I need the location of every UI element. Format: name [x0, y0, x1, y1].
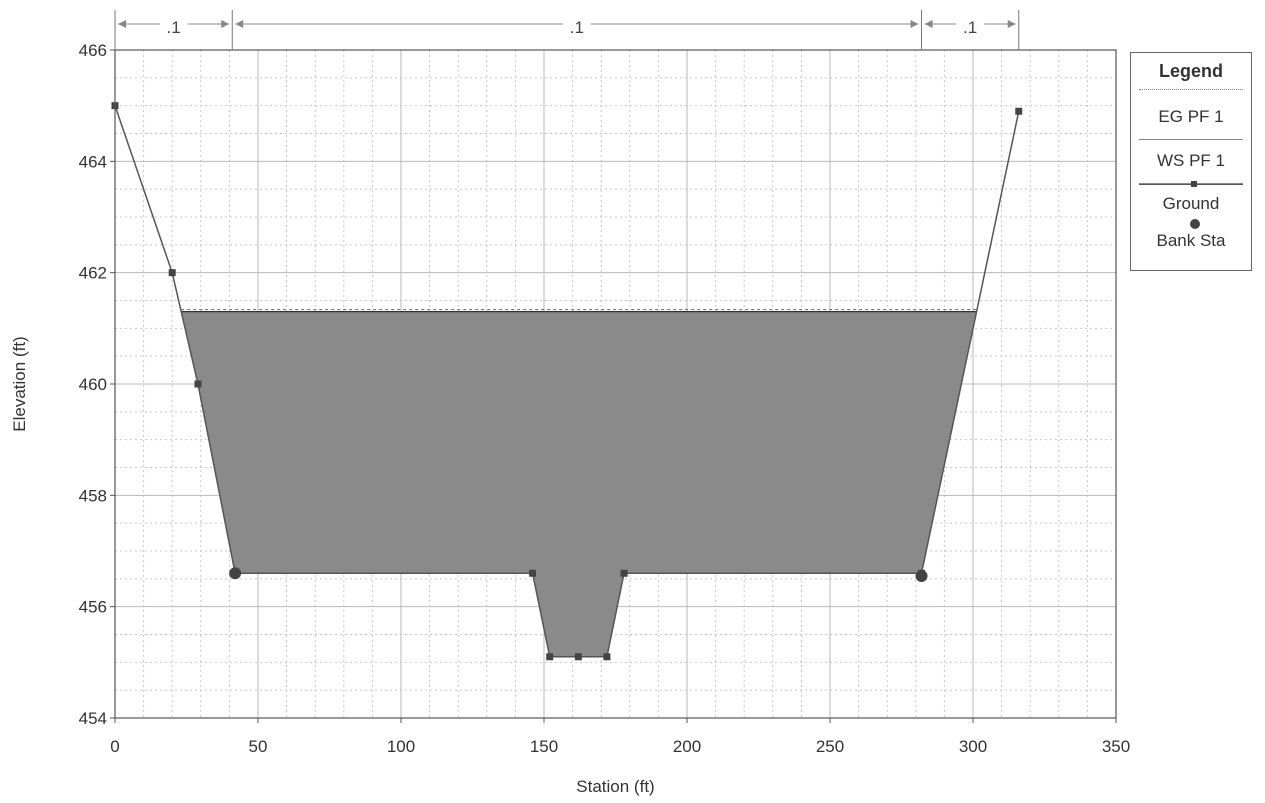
ground-point	[1015, 107, 1023, 115]
legend-item-bank: Bank Sta	[1156, 231, 1226, 250]
n-arrow-right	[1007, 20, 1016, 28]
legend: Legend EG PF 1 WS PF 1 Ground Bank Sta	[1130, 52, 1252, 271]
y-tick-label: 454	[79, 709, 107, 728]
x-tick-label: 100	[387, 737, 415, 756]
x-tick-label: 50	[249, 737, 268, 756]
y-tick-label: 460	[79, 375, 107, 394]
ground-point	[603, 653, 611, 661]
n-arrow-left	[118, 20, 126, 28]
y-axis-title: Elevation (ft)	[10, 336, 29, 431]
n-arrow-left	[235, 20, 244, 28]
n-arrow-left	[924, 20, 933, 28]
ground-series	[111, 102, 1023, 661]
legend-divider	[1139, 89, 1243, 90]
legend-ground-marker	[1191, 181, 1197, 187]
ground-point	[194, 380, 202, 388]
y-tick-label: 464	[79, 152, 107, 171]
legend-eg-line	[1139, 139, 1243, 140]
legend-title: Legend	[1158, 61, 1223, 81]
x-tick-label: 150	[530, 737, 558, 756]
ground-point	[529, 569, 537, 577]
ground-point	[620, 569, 628, 577]
manning-n-bar: .1 .1 .1	[114, 10, 1020, 50]
legend-item-eg: EG PF 1	[1158, 107, 1224, 126]
water-fill	[181, 311, 977, 657]
ground-point	[546, 653, 554, 661]
ground-point	[574, 653, 582, 661]
y-tick-label: 456	[79, 598, 107, 617]
x-tick-label: 200	[673, 737, 701, 756]
n-arrow-right	[221, 20, 230, 28]
n-value-label: .1	[963, 18, 977, 37]
n-value-label: .1	[570, 18, 584, 37]
y-tick-label: 466	[79, 41, 107, 60]
legend-bank-marker	[1190, 219, 1200, 229]
bank-station-point	[229, 567, 242, 580]
n-arrow-right	[910, 20, 919, 28]
legend-item-ws: WS PF 1	[1156, 151, 1225, 170]
bank-station-point	[915, 570, 928, 583]
n-value-label: .1	[167, 18, 181, 37]
y-tick-label: 462	[79, 264, 107, 283]
water-area	[181, 309, 977, 657]
y-tick-label: 458	[79, 486, 107, 505]
x-tick-label: 350	[1102, 737, 1130, 756]
ground-point	[168, 269, 176, 277]
legend-item-ground: Ground	[1162, 194, 1220, 213]
x-tick-label: 300	[959, 737, 987, 756]
x-tick-label: 250	[816, 737, 844, 756]
axes: 0 50 100 150 200 250 300 350 454 456 458 460 462 464 4…	[79, 41, 1131, 756]
x-tick-label: 0	[110, 737, 119, 756]
x-axis-title: Station (ft)	[576, 777, 654, 796]
